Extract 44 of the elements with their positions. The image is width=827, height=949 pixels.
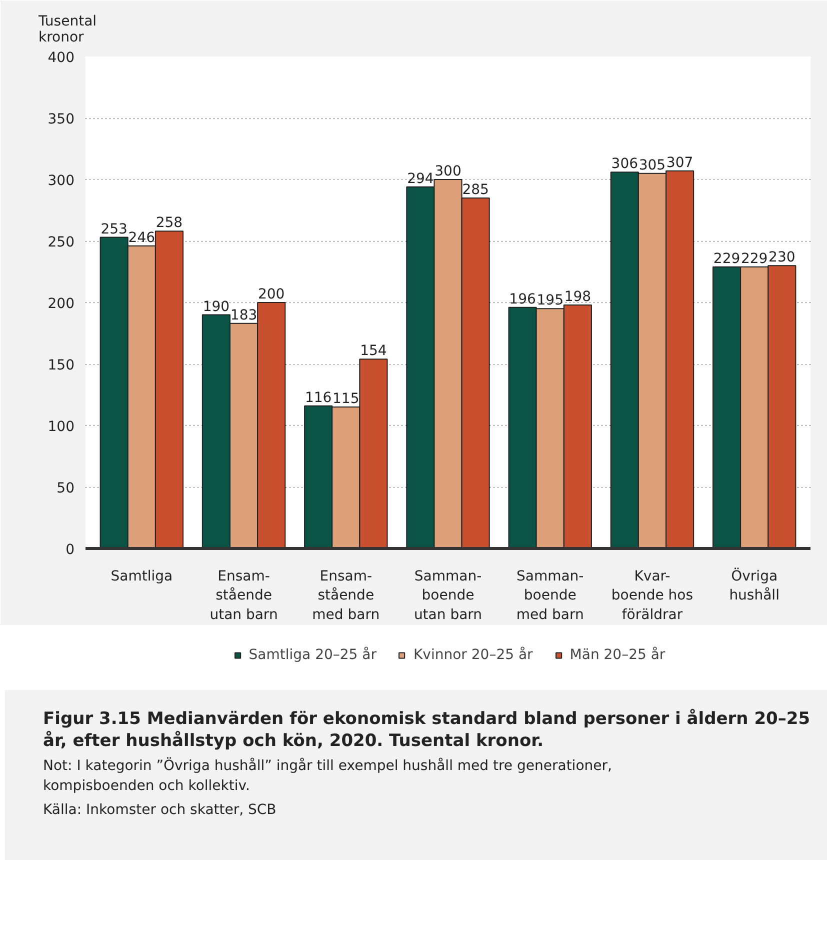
legend-label: Män 20–25 år bbox=[570, 647, 666, 663]
data-label: 230 bbox=[768, 250, 796, 266]
data-label: 190 bbox=[202, 298, 230, 315]
data-label: 229 bbox=[740, 250, 768, 267]
y-tick-label: 150 bbox=[48, 358, 75, 374]
y-axis-title: Tusental kronor bbox=[38, 14, 97, 46]
y-tick-label: 0 bbox=[66, 542, 75, 558]
data-label: 229 bbox=[713, 250, 740, 267]
data-label: 183 bbox=[230, 307, 258, 324]
y-tick-label: 100 bbox=[48, 419, 75, 435]
legend-label: Samtliga 20–25 år bbox=[248, 647, 376, 663]
y-tick-label: 200 bbox=[48, 296, 75, 312]
data-label: 116 bbox=[304, 390, 332, 406]
data-label: 196 bbox=[509, 291, 536, 308]
x-tick-label: Ensam- stående med barn bbox=[312, 568, 380, 623]
y-tick-label: 50 bbox=[56, 480, 75, 496]
data-label: 307 bbox=[666, 154, 694, 171]
data-label: 258 bbox=[156, 215, 183, 232]
y-tick-label: 300 bbox=[48, 173, 75, 189]
data-label: 306 bbox=[611, 156, 638, 172]
data-label: 305 bbox=[638, 157, 666, 174]
legend-label: Kvinnor 20–25 år bbox=[414, 647, 533, 663]
data-label: 200 bbox=[258, 286, 285, 302]
text: Figur 3.15 Medianvärden för ekonomisk standard bland personer i åldern 20–25 år, efter hushållstyp och kön, 2020. Tusental kronor. bbox=[43, 708, 812, 752]
data-label: 253 bbox=[100, 221, 128, 238]
x-tick-label: Ensam- stående utan barn bbox=[210, 568, 278, 623]
data-label: 198 bbox=[564, 288, 592, 305]
data-label: 294 bbox=[407, 170, 434, 187]
x-tick-label: Kvar- boende hos föräldrar bbox=[611, 568, 694, 623]
text: Källa: Inkomster och skatter, SCB bbox=[43, 801, 278, 820]
data-label: 154 bbox=[360, 343, 387, 360]
x-tick-label: Samtliga bbox=[110, 568, 173, 584]
text: Not: I kategorin ”Övriga hushåll” ingår till exempel hushåll med tre generationer, kompisboenden och kollektiv. bbox=[43, 756, 613, 796]
y-tick-label: 400 bbox=[48, 50, 75, 66]
data-label: 115 bbox=[332, 391, 360, 408]
y-tick-label: 250 bbox=[48, 234, 75, 250]
data-label: 195 bbox=[536, 292, 564, 309]
data-label: 285 bbox=[462, 182, 489, 198]
data-label: 300 bbox=[434, 164, 462, 180]
y-tick-label: 350 bbox=[48, 112, 75, 128]
x-tick-label: Övriga hushåll bbox=[729, 568, 780, 604]
data-label: 246 bbox=[128, 230, 156, 246]
x-tick-label: Samman- boende med barn bbox=[516, 568, 584, 623]
x-tick-label: Samman- boende utan barn bbox=[414, 568, 482, 623]
